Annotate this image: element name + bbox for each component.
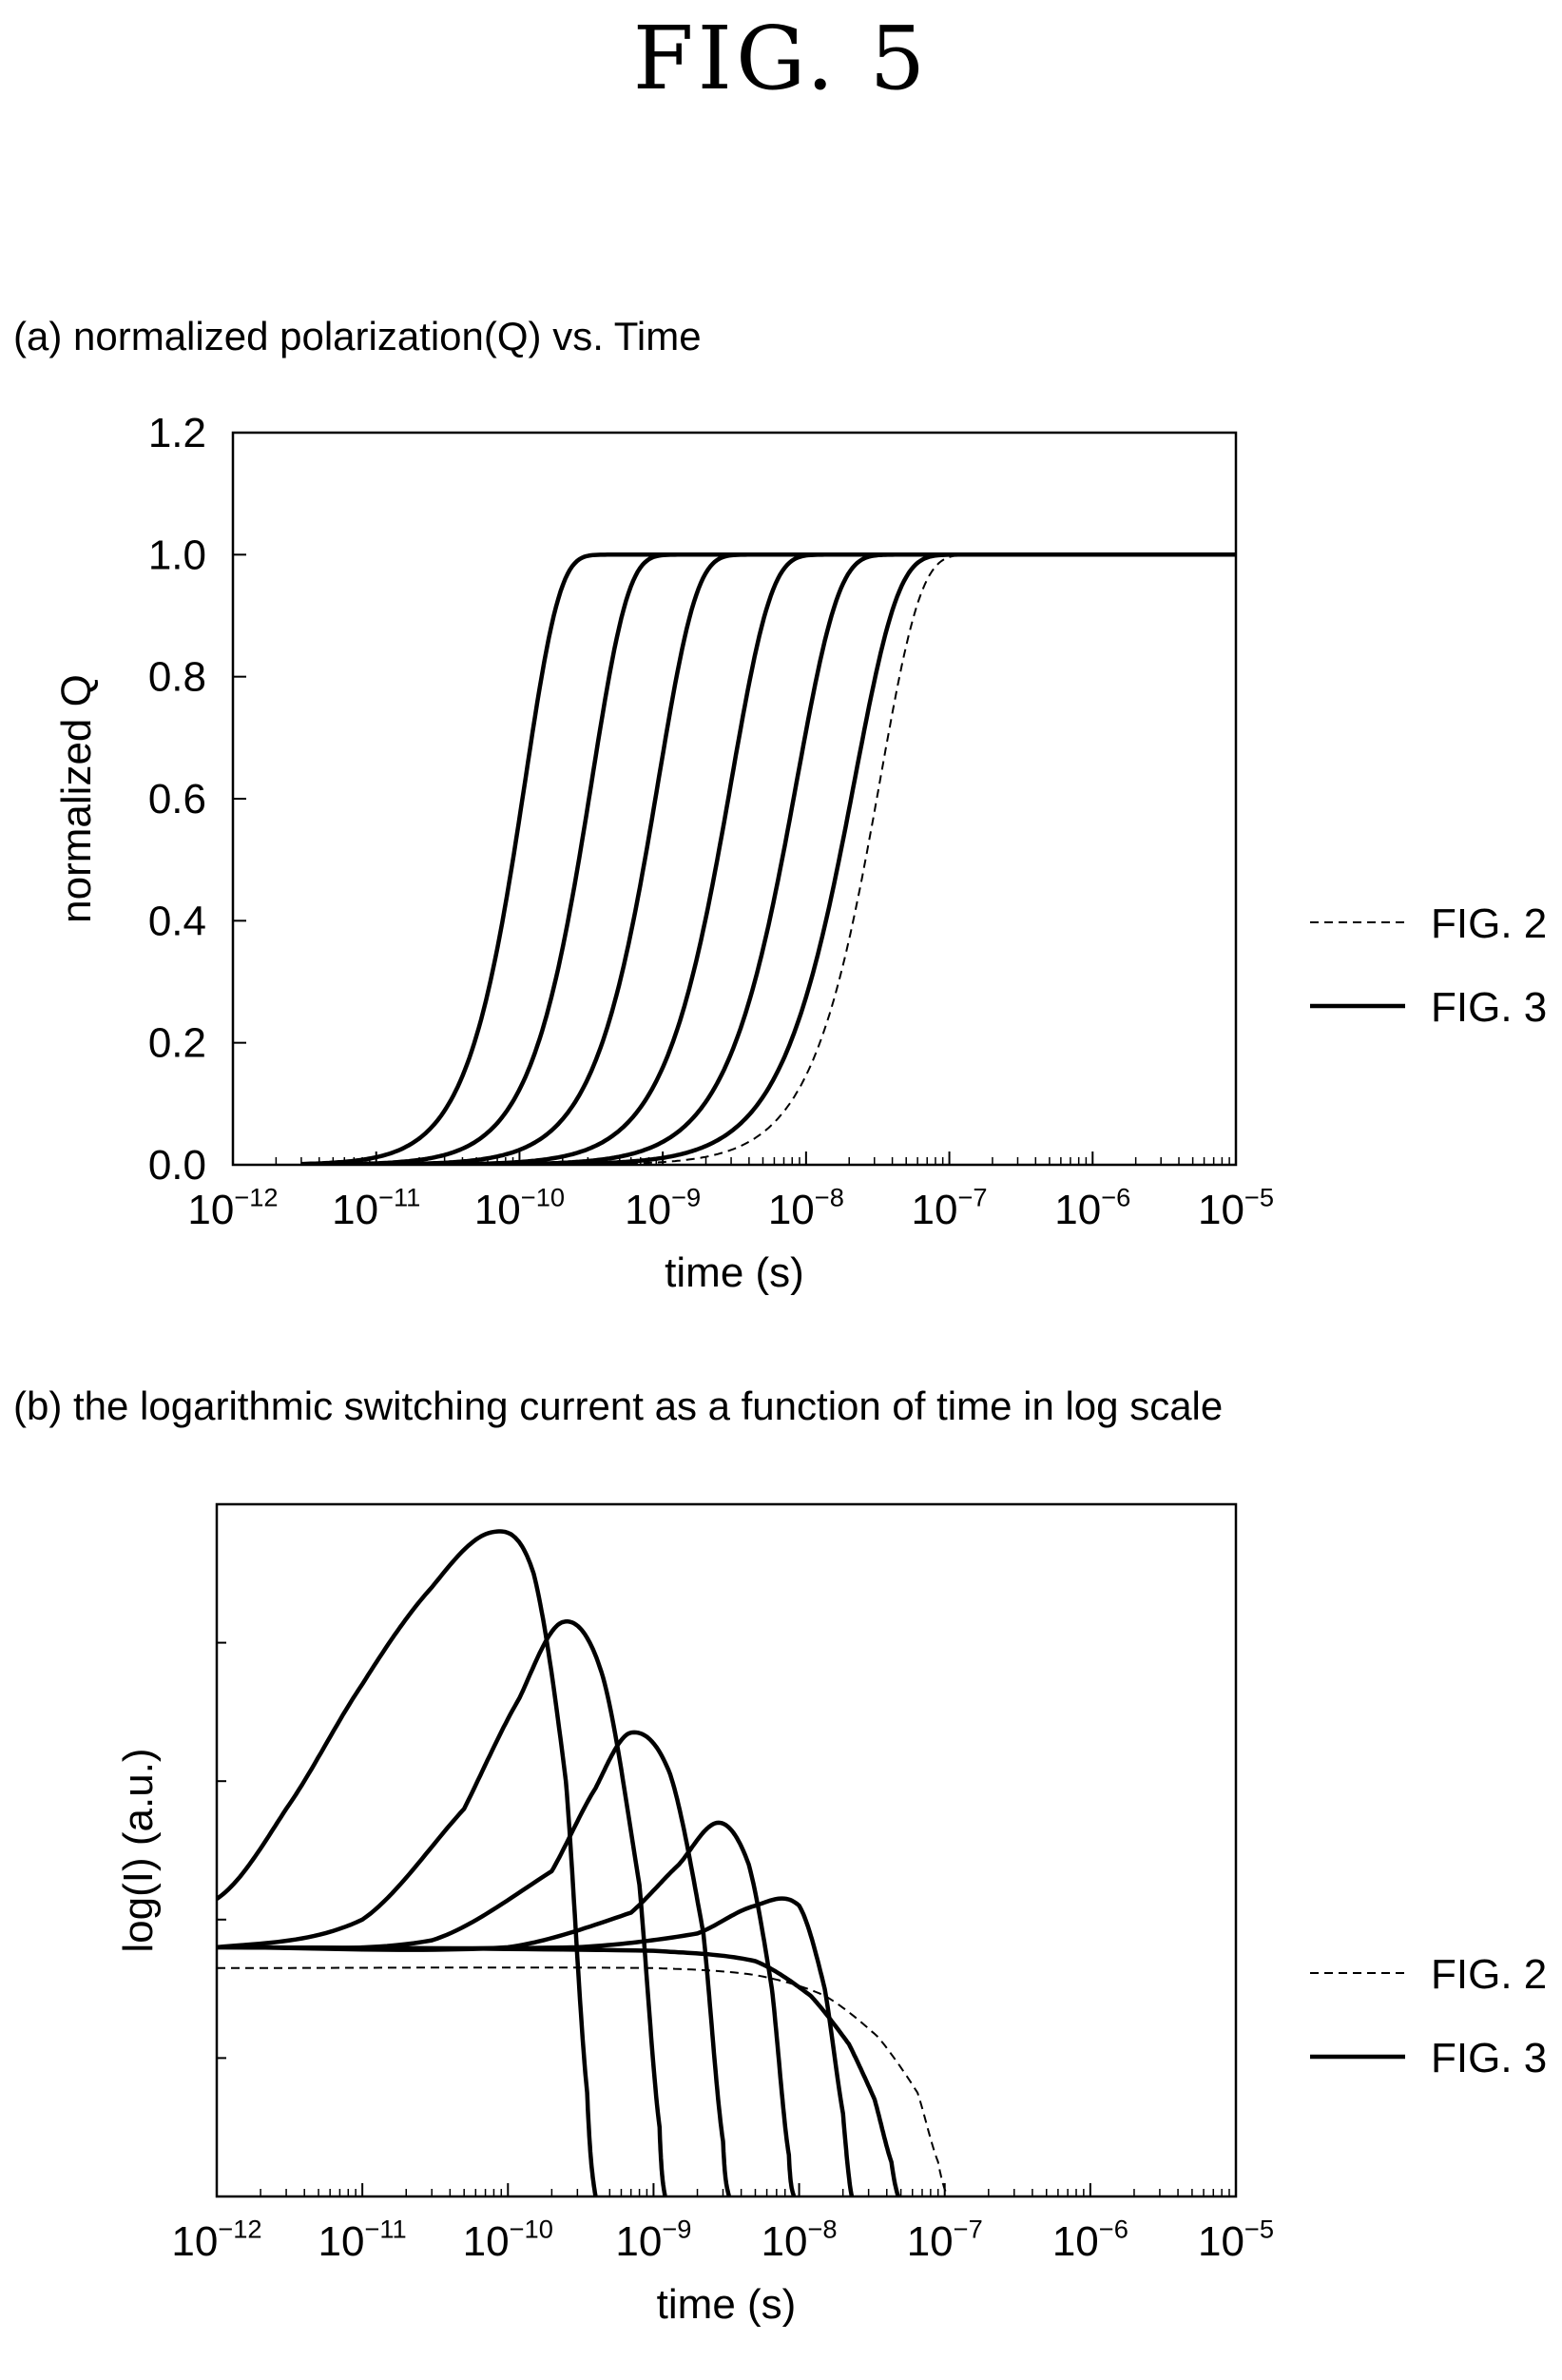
series-line-fig3 [217,1820,797,2196]
x-tick-label: 10−5 [1198,2215,1274,2265]
legend-label: FIG. 3 [1431,2035,1547,2081]
legend-label: FIG. 2 [1431,900,1547,947]
x-tick-label: 10−12 [187,1183,278,1233]
x-tick-label: 10−5 [1198,1183,1274,1233]
x-tick-label: 10−6 [1052,2215,1128,2265]
y-tick-label: 0.0 [148,1142,206,1189]
x-tick-label: 10−10 [463,2215,553,2265]
panel-a-title: (a) normalized polarization(Q) vs. Time [13,314,702,358]
series-line-fig3 [217,1619,667,2196]
x-axis-label: time (s) [657,2281,797,2328]
series-line-fig3 [217,1529,598,2196]
y-axis-label: normalized Q [53,674,100,923]
chart-a: 10−12 10−11 10−10 10−9 10−8 10−7 10−6 10−5 0.0 0.… [53,410,1547,1296]
series-line-fig2 [217,1966,949,2196]
legend-label: FIG. 2 [1431,1951,1547,1998]
x-tick-label: 10−6 [1054,1183,1130,1233]
x-tick-label: 10−8 [762,2215,838,2265]
x-tick-label: 10−11 [332,1183,420,1233]
x-tick-label: 10−7 [907,2215,983,2265]
y-tick-label: 0.8 [148,654,206,701]
y-axis-label: log(I) (a.u.) [115,1748,162,1952]
y-tick-label: 1.2 [148,410,206,456]
y-tick-label: 0.6 [148,776,206,822]
x-axis-label: time (s) [665,1249,804,1296]
series-line-fig3 [217,1945,901,2196]
y-tick-label: 0.2 [148,1020,206,1067]
series-group [217,1529,949,2196]
x-tick-label: 10−12 [171,2215,261,2265]
series-line-fig3 [217,1730,732,2196]
x-tick-label: 10−9 [615,2215,691,2265]
figure-title: FIG. 5 [632,8,930,109]
panel-b-title: (b) the logarithmic switching current as… [13,1383,1224,1428]
y-tick-label: 1.0 [148,532,206,578]
x-tick-label: 10−10 [474,1183,565,1233]
y-tick-label: 0.4 [148,898,206,944]
x-tick-label: 10−9 [625,1183,701,1233]
x-tick-label: 10−11 [318,2215,407,2265]
x-tick-label: 10−7 [912,1183,988,1233]
series-line-fig2 [300,553,1236,1165]
series-group [300,552,1236,1165]
plot-frame [215,1502,1238,2198]
legend-label: FIG. 3 [1431,984,1547,1031]
x-tick-label: 10−8 [768,1183,844,1233]
series-line-fig3 [217,1896,855,2196]
